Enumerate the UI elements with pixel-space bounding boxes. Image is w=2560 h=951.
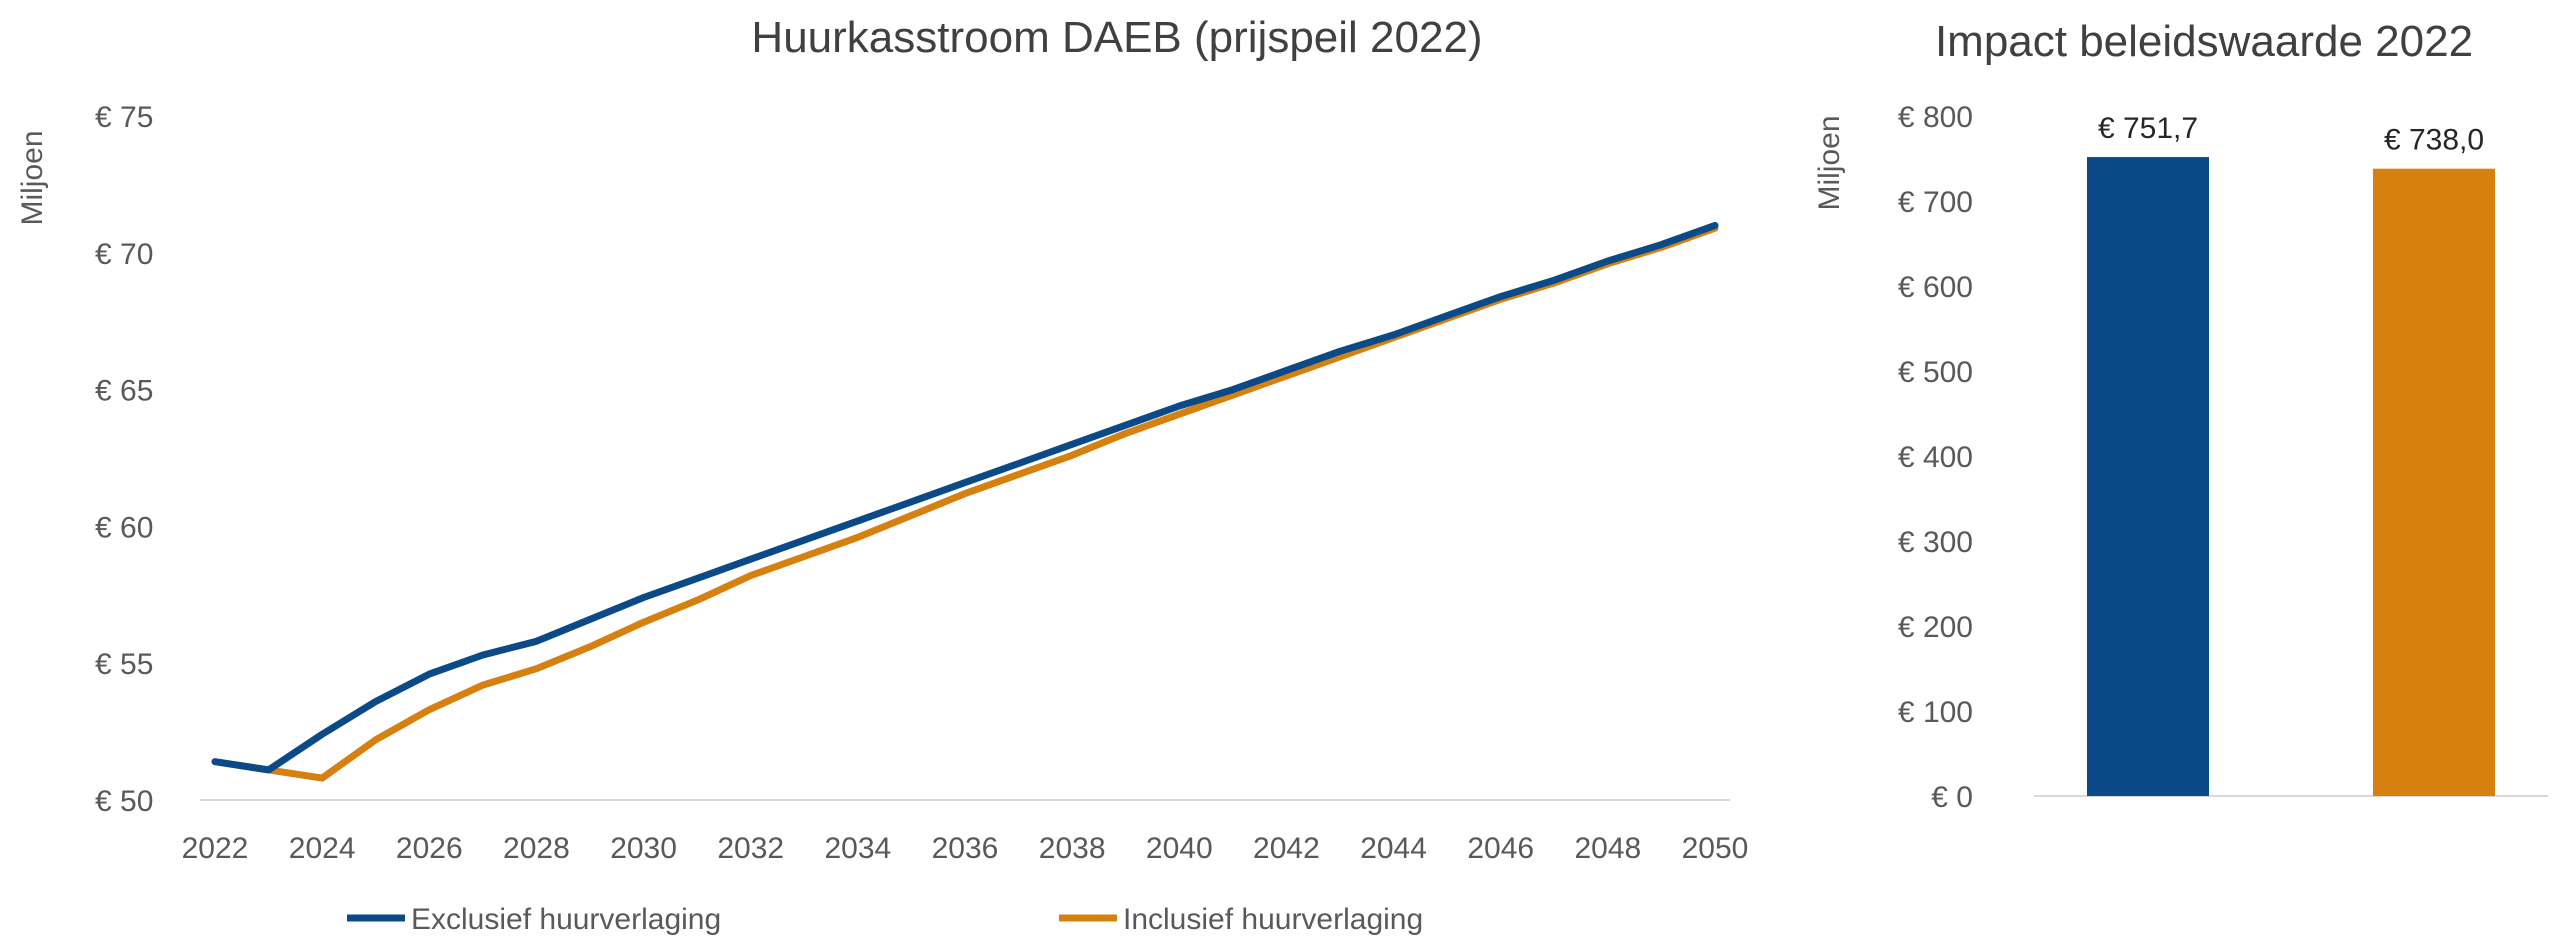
line-chart-y-axis-label: Miljoen [16,130,49,225]
line-chart: Huurkasstroom DAEB (prijspeil 2022) Milj… [16,13,1748,936]
bar-y-tick-label: € 300 [1898,526,1973,559]
bar-y-tick-label: € 400 [1898,441,1973,474]
bar-y-tick-label: € 700 [1898,186,1973,219]
series-line-inclusief [211,224,1719,782]
line-x-tick-label: 2048 [1574,832,1641,865]
line-x-tick-label: 2024 [289,832,356,865]
line-x-tick-label: 2038 [1039,832,1106,865]
bar-exclusief [2087,157,2209,796]
bar-value-label: € 738,0 [2384,124,2484,157]
legend-label-exclusief: Exclusief huurverlaging [411,903,721,936]
line-y-tick-label: € 55 [95,648,153,681]
line-chart-title: Huurkasstroom DAEB (prijspeil 2022) [751,13,1482,62]
bar-y-tick-label: € 0 [1931,781,1973,814]
series-line-exclusief [211,221,1719,774]
line-x-tick-label: 2050 [1682,832,1749,865]
line-x-tick-label: 2046 [1467,832,1534,865]
bar-chart-bars [2087,157,2495,796]
line-x-tick-label: 2034 [824,832,891,865]
line-chart-series [211,221,1719,782]
line-x-tick-label: 2044 [1360,832,1427,865]
line-chart-y-tick-labels: € 50 € 55 € 60 € 65 € 70 € 75 [95,101,153,818]
bar-y-tick-label: € 200 [1898,611,1973,644]
bar-y-tick-label: € 800 [1898,101,1973,134]
line-x-tick-label: 2026 [396,832,463,865]
bar-chart-title: Impact beleidswaarde 2022 [1935,17,2473,66]
bar-y-tick-label: € 600 [1898,271,1973,304]
line-y-tick-label: € 50 [95,785,153,818]
line-y-tick-label: € 65 [95,375,153,408]
bar-chart-y-tick-labels: € 0 € 100 € 200 € 300 € 400 € 500 € 600 € 700 € … [1898,101,1973,814]
line-chart-x-tick-labels: 2022 2024 2026 2028 2030 2032 2034 2036 2038 2040… [182,832,1749,865]
legend-label-inclusief: Inclusief huurverlaging [1123,903,1423,936]
line-x-tick-label: 2028 [503,832,570,865]
bar-y-tick-label: € 100 [1898,696,1973,729]
bar-chart: Impact beleidswaarde 2022 Miljoen € 0 € 1… [1813,17,2548,814]
line-x-tick-label: 2042 [1253,832,1320,865]
line-x-tick-label: 2040 [1146,832,1213,865]
line-chart-legend: Exclusief huurverlaging Inclusief huurve… [347,903,1423,936]
bar-y-tick-label: € 500 [1898,356,1973,389]
line-x-tick-label: 2030 [610,832,677,865]
bar-inclusief [2373,168,2495,796]
bar-value-label: € 751,7 [2098,112,2198,145]
line-y-tick-label: € 60 [95,511,153,544]
line-y-tick-label: € 75 [95,101,153,134]
line-x-tick-label: 2036 [932,832,999,865]
line-x-tick-label: 2022 [182,832,249,865]
line-x-tick-label: 2032 [717,832,784,865]
bar-chart-value-labels: € 751,7 € 738,0 [2098,112,2484,157]
line-y-tick-label: € 70 [95,238,153,271]
bar-chart-y-axis-label: Miljoen [1813,115,1846,210]
